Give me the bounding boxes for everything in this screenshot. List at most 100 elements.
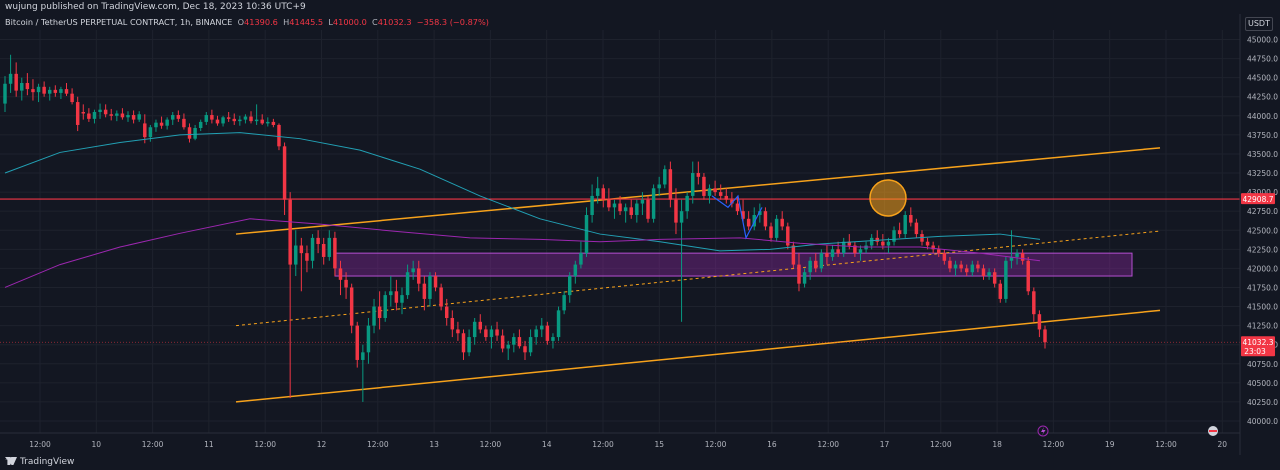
- y-tick-label: 42500.0: [1247, 226, 1278, 235]
- candle-body: [98, 109, 102, 112]
- candle-body: [484, 329, 488, 338]
- overlays: [4, 132, 1041, 288]
- candle-body: [316, 237, 320, 244]
- candle-body: [327, 237, 332, 257]
- channel-mid-line: [235, 230, 1161, 327]
- open-value: 41390.6: [244, 17, 278, 27]
- y-tick-label: 40500.0: [1247, 379, 1278, 388]
- candle-body: [193, 128, 197, 139]
- candle-body: [131, 115, 136, 120]
- candle-body: [964, 268, 969, 273]
- candle-body: [506, 344, 510, 349]
- y-tick-label: 40750.0: [1247, 360, 1278, 369]
- y-tick-label: 40250.0: [1247, 398, 1278, 407]
- candle-body: [651, 188, 656, 219]
- candle-body: [640, 199, 645, 204]
- candle-body: [500, 335, 505, 349]
- x-tick-label: 12: [317, 440, 327, 449]
- candle-body: [780, 218, 784, 227]
- candle-body: [909, 214, 913, 223]
- candle-body: [383, 295, 387, 318]
- candle-body: [953, 264, 958, 269]
- candle-body: [869, 237, 874, 246]
- y-tick-label: 42250.0: [1247, 245, 1278, 254]
- x-tick-label: 12:00: [817, 440, 839, 449]
- candle-body: [433, 276, 438, 288]
- high-label: H: [283, 17, 290, 27]
- candle-body: [567, 276, 572, 296]
- candle-body: [937, 249, 941, 254]
- candle-body: [288, 199, 292, 265]
- tradingview-logo: TradingView: [5, 457, 74, 467]
- candle-body: [635, 203, 639, 215]
- x-tick-label: 12:00: [480, 440, 502, 449]
- candle-body: [607, 199, 611, 208]
- candle-body: [137, 114, 141, 120]
- symbol-name: Bitcoin / TetherUS PERPETUAL CONTRACT, 1…: [5, 17, 233, 27]
- candle-body: [260, 119, 264, 124]
- y-tick-label: 41500.0: [1247, 303, 1278, 312]
- x-tick-label: 17: [880, 440, 890, 449]
- last-price-label-countdown: 23:03: [1244, 347, 1266, 356]
- candle-body: [47, 89, 52, 94]
- candle-body: [752, 214, 756, 227]
- candle-body: [623, 207, 628, 212]
- resistance-price-label-bg: [1241, 193, 1275, 205]
- candle-body: [444, 306, 449, 318]
- candle-body: [573, 264, 578, 277]
- candle-body: [1043, 329, 1047, 343]
- tradingview-mark-icon: [5, 457, 17, 465]
- candle-body: [663, 169, 667, 185]
- candle-body: [702, 176, 706, 196]
- x-tick-label: 15: [655, 440, 665, 449]
- lightning-icon-glyph: [1041, 427, 1046, 436]
- candle-body: [92, 111, 97, 119]
- candle-body: [3, 83, 7, 104]
- candle-body: [8, 73, 13, 84]
- candle-body: [836, 249, 840, 254]
- candle-body: [115, 113, 119, 116]
- candle-body: [87, 113, 91, 119]
- candle-body: [925, 241, 930, 246]
- candle-body: [165, 119, 169, 126]
- candle-body: [959, 264, 963, 269]
- candle-body: [210, 115, 214, 120]
- candle-body: [590, 195, 594, 215]
- x-tick-label: 12:00: [705, 440, 727, 449]
- candle-body: [769, 226, 773, 238]
- candle-body: [417, 268, 421, 284]
- candle-body: [467, 337, 471, 353]
- candle-body: [886, 241, 891, 246]
- candle-body: [970, 264, 975, 273]
- y-tick-label: 43000.0: [1247, 188, 1278, 197]
- candle-body: [987, 272, 991, 277]
- candle-body: [53, 89, 58, 93]
- y-tick-label: 45000.0: [1247, 36, 1278, 45]
- candle-body: [875, 237, 879, 242]
- candle-body: [266, 121, 270, 124]
- candle-body: [64, 89, 69, 94]
- candle-body: [685, 195, 689, 212]
- candle-body: [377, 306, 382, 318]
- candle-body: [696, 173, 701, 177]
- candle-body: [321, 243, 326, 257]
- candle-body: [389, 291, 393, 296]
- candle-body: [305, 253, 309, 261]
- candle-body: [981, 268, 986, 277]
- y-tick-label: 44500.0: [1247, 74, 1278, 83]
- x-tick-label: 12:00: [592, 440, 614, 449]
- candle-body: [299, 245, 304, 254]
- candles: [3, 54, 1047, 402]
- candle-body: [81, 111, 86, 114]
- candle-body: [735, 203, 740, 212]
- candle-body: [830, 249, 835, 257]
- candle-body: [646, 199, 650, 219]
- candle-body: [595, 188, 600, 196]
- candle-body: [992, 272, 997, 284]
- currency-button[interactable]: USDT: [1245, 17, 1273, 31]
- candle-body: [478, 321, 483, 330]
- candle-body: [534, 329, 538, 338]
- candle-body: [942, 253, 947, 261]
- candle-body: [1026, 260, 1030, 292]
